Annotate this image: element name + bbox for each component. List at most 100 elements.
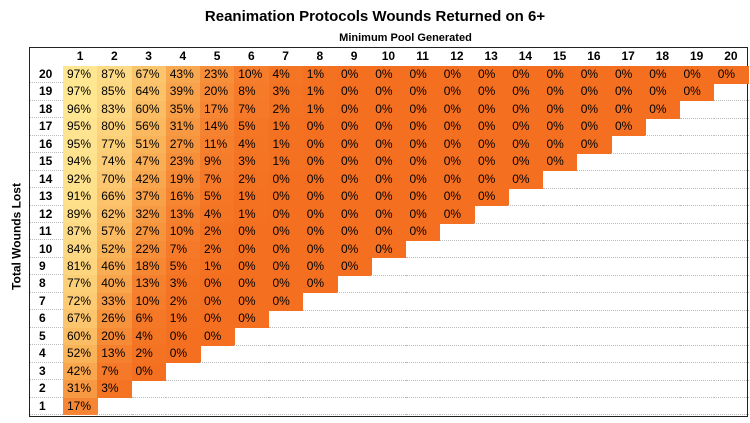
empty-cell	[645, 223, 680, 241]
table-cell: 85%	[97, 83, 132, 102]
empty-cell	[405, 398, 441, 416]
table-cell: 95%	[63, 135, 98, 154]
table-cell: 1%	[234, 188, 269, 207]
empty-cell	[679, 188, 715, 207]
table-cell: 3%	[97, 380, 132, 399]
table-cell: 0%	[371, 188, 406, 207]
empty-cell	[713, 328, 749, 346]
row-header: 19	[30, 83, 63, 101]
empty-cell	[611, 223, 646, 241]
table-cell: 0%	[337, 257, 372, 276]
empty-cell	[611, 398, 646, 416]
table-cell: 0%	[611, 100, 646, 119]
empty-cell	[611, 345, 646, 364]
empty-cell	[234, 398, 269, 416]
table-cell: 0%	[542, 66, 578, 84]
empty-cell	[645, 275, 680, 294]
table-cell: 0%	[371, 66, 406, 84]
empty-cell	[576, 293, 612, 311]
empty-cell	[234, 345, 269, 364]
empty-cell	[439, 223, 475, 241]
table-cell: 0%	[165, 327, 201, 346]
table-cell: 81%	[63, 257, 98, 276]
empty-cell	[611, 380, 646, 399]
table-cell: 51%	[131, 135, 167, 154]
empty-cell	[474, 363, 509, 381]
table-cell: 10%	[234, 66, 269, 84]
table-cell: 80%	[97, 118, 132, 137]
table-cell: 0%	[542, 135, 578, 154]
empty-cell	[302, 363, 338, 381]
table-cell: 0%	[439, 118, 475, 137]
table-cell: 0%	[268, 275, 304, 294]
table-cell: 19%	[165, 170, 201, 189]
column-header: 13	[484, 49, 498, 63]
empty-cell	[542, 223, 578, 241]
table-cell: 0%	[576, 100, 612, 119]
empty-cell	[302, 398, 338, 416]
table-cell: 5%	[165, 257, 201, 276]
empty-cell	[542, 241, 578, 259]
table-cell: 39%	[165, 83, 201, 102]
table-cell: 66%	[97, 188, 132, 207]
table-cell: 4%	[131, 327, 167, 346]
empty-cell	[679, 380, 715, 399]
row-header: 17	[30, 118, 63, 136]
empty-cell	[713, 83, 749, 102]
empty-cell	[576, 275, 612, 294]
empty-cell	[234, 380, 269, 399]
empty-cell	[713, 380, 749, 399]
empty-cell	[131, 398, 167, 416]
table-cell: 52%	[97, 240, 132, 259]
table-cell: 0%	[337, 223, 372, 241]
row-header: 13	[30, 188, 63, 206]
table-grid	[29, 47, 748, 417]
empty-cell	[679, 258, 715, 276]
empty-cell	[713, 398, 749, 416]
table-cell: 0%	[576, 66, 612, 84]
table-cell: 4%	[200, 205, 235, 224]
table-cell: 18%	[131, 257, 167, 276]
empty-cell	[645, 171, 680, 189]
table-cell: 0%	[337, 205, 372, 224]
empty-cell	[337, 363, 372, 381]
empty-cell	[679, 328, 715, 346]
table-cell: 0%	[268, 188, 304, 207]
table-cell: 27%	[165, 135, 201, 154]
table-cell: 2%	[268, 100, 304, 119]
empty-cell	[268, 363, 304, 381]
table-cell: 0%	[439, 100, 475, 119]
empty-cell	[576, 206, 612, 224]
empty-cell	[576, 188, 612, 207]
row-header: 6	[30, 310, 63, 328]
empty-cell	[337, 293, 372, 311]
column-header: 7	[282, 49, 289, 63]
table-cell: 0%	[405, 153, 441, 172]
empty-cell	[645, 118, 680, 137]
empty-cell	[645, 258, 680, 276]
empty-cell	[268, 380, 304, 399]
empty-cell	[713, 206, 749, 224]
empty-cell	[611, 363, 646, 381]
empty-cell	[611, 153, 646, 172]
title: Reanimation Protocols Wounds Returned on…	[204, 8, 546, 25]
table-cell: 60%	[131, 100, 167, 119]
empty-cell	[200, 363, 235, 381]
table-cell: 27%	[131, 223, 167, 241]
empty-cell	[439, 328, 475, 346]
empty-cell	[165, 380, 201, 399]
empty-cell	[645, 136, 680, 154]
empty-cell	[97, 398, 132, 416]
table-cell: 0%	[337, 66, 372, 84]
empty-cell	[679, 241, 715, 259]
table-cell: 0%	[474, 118, 509, 137]
empty-cell	[131, 380, 167, 399]
empty-cell	[439, 345, 475, 364]
empty-cell	[611, 136, 646, 154]
row-header: 3	[30, 363, 63, 381]
column-header: 19	[689, 49, 704, 63]
empty-cell	[337, 275, 372, 294]
table-cell: 52%	[63, 345, 98, 364]
empty-cell	[302, 310, 338, 329]
